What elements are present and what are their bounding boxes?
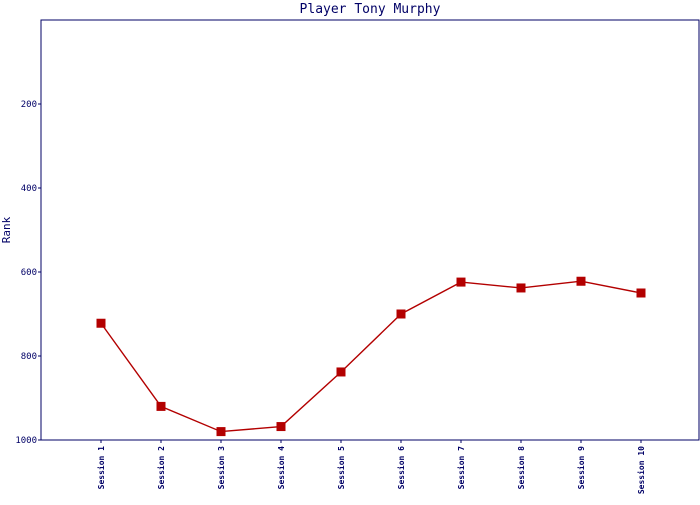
x-tick-label: Session 1 [96,446,106,490]
data-point-marker [396,309,406,319]
data-point-marker [576,276,586,286]
x-tick-label: Session 6 [396,446,406,490]
x-tick-label: Session 5 [336,446,346,490]
x-tick-label: Session 4 [276,446,286,490]
data-point-marker [156,401,166,411]
y-tick-label: 1000 [15,436,37,446]
x-tick-label: Session 2 [156,446,166,490]
data-point-marker [516,283,526,293]
data-point-marker [336,367,346,377]
y-tick-label: 800 [21,352,37,362]
y-tick-label: 400 [21,184,37,194]
plot-area-frame [40,19,700,441]
data-point-marker [96,318,106,328]
chart-title: Player Tony Murphy [300,2,441,17]
y-tick-label: 200 [21,100,37,110]
x-tick-label: Session 8 [516,446,526,490]
series-layer [96,276,646,437]
series-line [100,280,642,433]
y-axis-ticks: 200 400 600 800 1000 [15,100,41,446]
data-point-marker [456,277,466,287]
y-tick-label: 600 [21,268,37,278]
x-tick-label: Session 7 [456,446,466,490]
data-point-marker [636,288,646,298]
data-point-marker [216,427,226,437]
x-tick-label: Session 9 [576,446,586,490]
x-tick-label: Session 10 [636,446,646,494]
y-axis-label: Rank [0,216,13,243]
data-point-marker [276,422,286,432]
x-axis-ticks: Session 1 Session 2 Session 3 Session 4 Sess… [96,440,646,494]
x-tick-label: Session 3 [216,446,226,490]
